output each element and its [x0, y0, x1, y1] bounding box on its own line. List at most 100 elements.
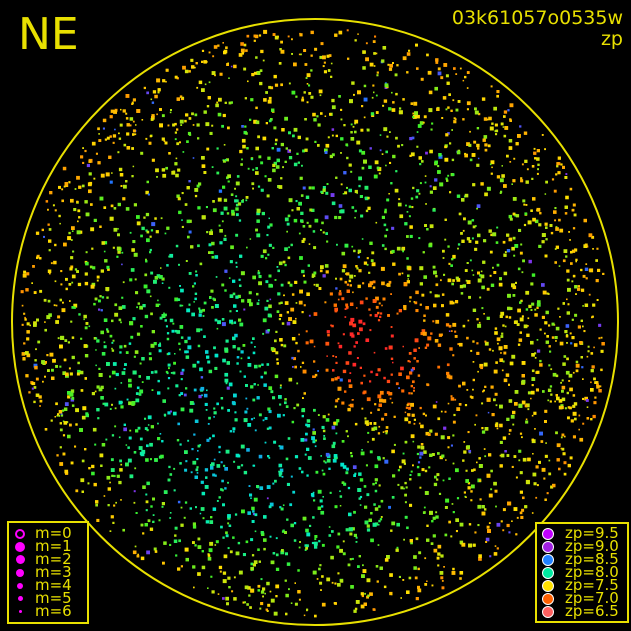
- star-point: [322, 429, 326, 433]
- star-point: [222, 597, 225, 600]
- star-point: [522, 496, 525, 500]
- star-point: [255, 171, 259, 175]
- star-point: [359, 366, 362, 369]
- star-point: [464, 193, 469, 198]
- star-point: [268, 410, 272, 414]
- star-point: [382, 399, 387, 403]
- zp-legend-label: zp=9.0: [565, 537, 619, 555]
- star-point: [521, 436, 523, 439]
- star-point: [519, 432, 523, 435]
- star-point: [222, 159, 226, 163]
- star-point: [283, 344, 287, 348]
- star-point: [284, 160, 287, 163]
- star-point: [420, 445, 425, 450]
- star-point: [150, 312, 153, 316]
- star-point: [80, 155, 84, 159]
- star-point: [382, 297, 386, 301]
- star-point: [324, 461, 327, 464]
- star-point: [448, 93, 451, 96]
- star-point: [369, 380, 372, 383]
- star-point: [151, 528, 153, 530]
- star-point: [82, 147, 84, 149]
- star-point: [179, 95, 183, 98]
- star-point: [206, 147, 210, 151]
- star-point: [297, 349, 300, 353]
- star-point: [504, 450, 507, 453]
- star-point: [128, 378, 132, 383]
- star-point: [126, 398, 129, 401]
- star-point: [293, 539, 297, 542]
- star-point: [549, 400, 552, 403]
- star-point: [377, 544, 380, 546]
- star-point: [500, 335, 504, 338]
- star-point: [375, 221, 378, 224]
- star-point: [391, 249, 395, 254]
- star-point: [275, 595, 278, 598]
- star-point: [224, 234, 227, 237]
- star-point: [216, 402, 219, 406]
- star-point: [582, 305, 584, 307]
- star-point: [157, 437, 161, 441]
- star-point: [321, 543, 325, 547]
- star-point: [533, 151, 537, 155]
- star-point: [162, 399, 166, 403]
- star-point: [349, 558, 352, 561]
- star-point: [328, 526, 331, 528]
- star-point: [534, 157, 537, 160]
- star-point: [310, 95, 314, 99]
- star-point: [135, 512, 138, 514]
- star-point: [96, 339, 100, 343]
- star-point: [400, 597, 402, 599]
- star-point: [417, 588, 422, 593]
- star-point: [23, 312, 26, 315]
- star-point: [72, 250, 75, 253]
- star-point: [216, 101, 219, 104]
- star-point: [495, 241, 499, 244]
- star-point: [193, 433, 196, 436]
- star-point: [320, 510, 325, 515]
- star-point: [161, 314, 166, 318]
- star-point: [289, 283, 293, 287]
- star-point: [100, 396, 104, 400]
- star-point: [383, 376, 386, 380]
- star-point: [198, 313, 202, 317]
- star-point: [160, 217, 163, 220]
- star-point: [599, 385, 602, 388]
- star-point: [256, 302, 260, 305]
- star-point: [115, 372, 119, 377]
- star-point: [409, 225, 413, 229]
- star-point: [359, 495, 363, 499]
- star-point: [250, 589, 254, 593]
- star-point: [250, 418, 254, 421]
- star-point: [451, 258, 454, 261]
- star-point: [103, 318, 108, 322]
- star-point: [299, 33, 303, 37]
- star-point: [265, 122, 268, 125]
- star-point: [91, 141, 96, 146]
- star-point: [412, 464, 414, 467]
- star-point: [519, 317, 524, 322]
- star-point: [136, 109, 141, 113]
- star-point: [304, 438, 308, 442]
- star-point: [262, 136, 267, 141]
- star-point: [294, 280, 298, 284]
- star-point: [432, 186, 437, 190]
- star-point: [494, 423, 499, 428]
- star-point: [361, 105, 364, 108]
- star-point: [446, 81, 450, 85]
- star-point: [245, 397, 248, 400]
- star-point: [437, 294, 440, 298]
- star-point: [254, 513, 258, 517]
- star-point: [180, 336, 184, 339]
- star-point: [451, 571, 456, 575]
- star-point: [336, 545, 340, 549]
- star-point: [363, 116, 366, 119]
- star-point: [226, 602, 229, 606]
- star-point: [356, 140, 361, 145]
- star-point: [478, 554, 482, 558]
- star-point: [109, 180, 113, 184]
- star-point: [205, 206, 208, 209]
- star-point: [363, 261, 368, 265]
- star-point: [33, 291, 37, 294]
- star-point: [472, 274, 475, 276]
